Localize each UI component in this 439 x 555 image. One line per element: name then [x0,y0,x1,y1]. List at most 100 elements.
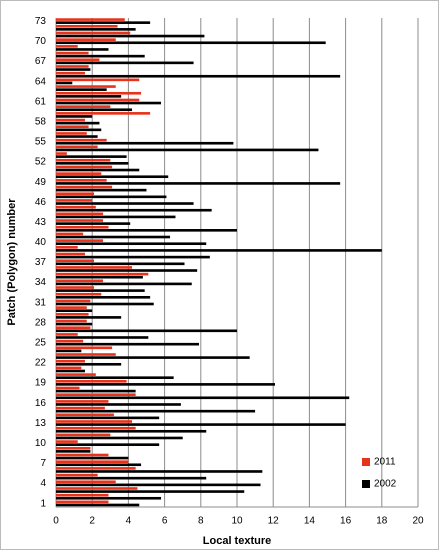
bar [56,282,192,286]
bar [56,480,116,484]
bar [56,255,210,259]
bar [56,138,107,142]
bar [56,179,107,182]
bar [56,51,89,55]
bar [56,105,111,108]
bar [56,162,129,165]
bar [56,202,194,205]
bar [56,429,207,433]
bar [56,306,87,309]
bar [56,28,136,31]
bar [56,309,93,313]
bar [56,292,102,296]
bar [56,456,129,460]
bar [56,125,89,129]
y-tick-label: 13 [35,418,47,429]
legend-label: 2011 [374,457,396,468]
bar [56,212,104,216]
bar [56,215,176,219]
bar [56,34,205,38]
bar [56,353,116,356]
bar [56,185,113,189]
y-tick-label: 28 [35,317,47,328]
x-tick-label: 6 [162,516,168,527]
bar [56,487,138,490]
bar [56,78,140,82]
bar [56,426,136,430]
x-tick-label: 4 [126,516,132,527]
bar [56,496,161,500]
bar [56,249,382,252]
bar [56,342,199,346]
y-tick-label: 46 [35,197,47,208]
y-tick-label: 4 [40,478,46,489]
x-tick-label: 20 [412,516,424,527]
bar [56,121,100,125]
y-tick-label: 7 [40,458,46,469]
x-tick-label: 0 [53,516,59,527]
y-tick-label: 10 [35,438,47,449]
y-tick-label: 52 [35,157,47,168]
bar [56,470,263,473]
bar [56,112,151,115]
bar [56,275,143,279]
bar [56,208,212,212]
bar [56,141,234,145]
bar [56,299,91,303]
bar [56,222,131,225]
bar [56,400,109,403]
y-tick-label: 67 [35,56,47,67]
bar [56,192,95,196]
bar [56,266,133,269]
y-tick-label: 25 [35,338,47,349]
bar [56,128,102,132]
bar [56,155,127,158]
bar [56,188,147,192]
bar [56,460,129,463]
bar [56,403,181,406]
bar [56,175,169,179]
bar [56,74,341,78]
y-tick-label: 37 [35,257,47,268]
bar [56,322,93,326]
y-tick-label: 1 [40,498,46,509]
bar [56,115,93,118]
bar [56,101,161,105]
bar [56,38,116,41]
bar [56,393,136,397]
bar [56,413,114,417]
bar [56,118,85,122]
bar [56,423,346,426]
bar [56,319,87,323]
bar [56,289,145,292]
bar [56,148,319,152]
bar [56,500,109,504]
bar [56,65,89,68]
bar [56,313,89,316]
bar [56,433,111,437]
y-axis-label: Patch (Polygon) number [6,198,18,326]
legend-swatch [362,480,370,488]
x-tick-label: 12 [268,516,280,527]
bar [56,316,122,319]
bar [56,168,140,172]
bar [56,356,250,359]
legend-swatch [362,458,370,466]
legend-label: 2002 [374,479,397,490]
bar [56,369,85,373]
bar [56,225,109,229]
bar [56,453,109,457]
bar [56,463,142,467]
bar [56,239,104,242]
bar [56,182,341,185]
bar [56,286,95,289]
bar [56,326,91,330]
bar [56,242,207,246]
bar [56,18,125,21]
bar [56,98,140,102]
bar [56,41,326,45]
bar [56,91,142,95]
bar [56,420,133,423]
bar [56,373,96,376]
bar [56,473,98,477]
